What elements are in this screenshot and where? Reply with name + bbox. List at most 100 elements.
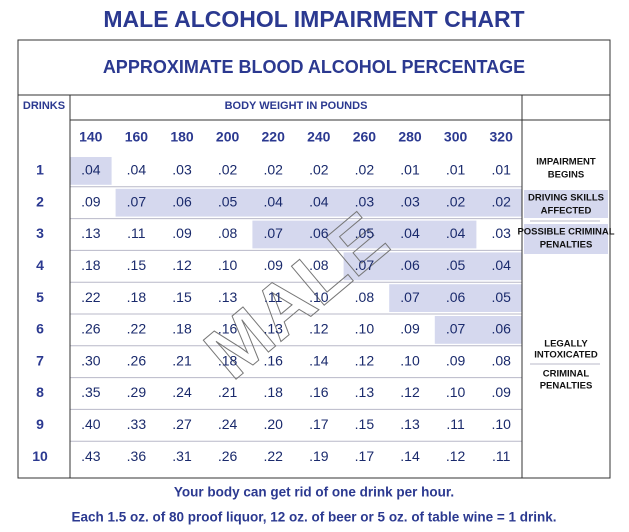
cell-value: .06	[446, 289, 466, 305]
cell-value: .16	[309, 384, 329, 400]
cell-value: .11	[446, 416, 465, 432]
legend-label: DRIVING SKILLS	[528, 193, 604, 204]
cell-value: .16	[218, 321, 238, 337]
cell-value: .03	[400, 193, 420, 209]
legend-label: CRIMINAL	[543, 369, 590, 380]
cell-value: .03	[491, 225, 511, 241]
drink-label: 1	[36, 162, 44, 178]
cell-value: .26	[218, 448, 238, 464]
cell-value: .06	[491, 321, 511, 337]
cell-value: .04	[400, 225, 420, 241]
cell-value: .15	[172, 289, 192, 305]
highlight	[115, 188, 522, 217]
weight-label: 320	[490, 129, 514, 145]
drink-label: 7	[36, 352, 44, 368]
cell-value: .29	[127, 384, 147, 400]
weight-label: 260	[353, 129, 377, 145]
cell-value: .10	[400, 352, 420, 368]
background-layer	[70, 157, 608, 442]
cell-value: .17	[309, 416, 329, 432]
drink-label: 8	[36, 384, 44, 400]
cell-value: .22	[81, 289, 101, 305]
weight-label: 220	[262, 129, 286, 145]
cell-value: .10	[446, 384, 466, 400]
cell-value: .02	[263, 162, 283, 178]
cell-value: .12	[400, 384, 420, 400]
cell-value: .08	[355, 289, 375, 305]
cell-value: .21	[218, 384, 238, 400]
cell-value: .05	[218, 193, 238, 209]
highlight	[389, 284, 522, 312]
cell-value: .18	[127, 289, 147, 305]
highlight	[252, 220, 477, 249]
cell-value: .11	[127, 225, 146, 241]
legend-highlight	[524, 224, 608, 254]
highlight	[434, 316, 522, 344]
drink-label: 2	[36, 193, 44, 209]
cell-value: .02	[309, 162, 329, 178]
cell-value: .05	[491, 289, 511, 305]
cell-value: .07	[400, 289, 420, 305]
cell-value: .09	[263, 257, 283, 273]
cell-value: .12	[355, 352, 375, 368]
cell-value: .13	[81, 225, 101, 241]
cell-value: .12	[309, 321, 329, 337]
cell-value: .22	[127, 321, 147, 337]
cell-value: .08	[218, 225, 238, 241]
weight-label: 240	[307, 129, 331, 145]
cell-value: .40	[81, 416, 101, 432]
cell-value: .06	[309, 225, 329, 241]
cell-value: .09	[81, 193, 101, 209]
drinks-header: DRINKS	[23, 100, 65, 112]
cell-value: .10	[218, 257, 238, 273]
table-frame	[17, 39, 611, 479]
cell-value: .16	[263, 352, 283, 368]
cell-value: .01	[491, 162, 511, 178]
legend-label: POSSIBLE CRIMINAL	[517, 227, 614, 238]
cell-value: .01	[446, 162, 466, 178]
legend-label: IMPAIRMENT	[536, 157, 596, 168]
cell-value: .02	[218, 162, 238, 178]
legend-label: PENALTIES	[540, 381, 593, 392]
cell-value: .14	[400, 448, 420, 464]
weight-label: 180	[170, 129, 194, 145]
cell-value: .13	[263, 321, 283, 337]
cell-value: .18	[263, 384, 283, 400]
cell-value: .09	[400, 321, 420, 337]
cell-value: .04	[81, 162, 101, 178]
cell-value: .33	[127, 416, 147, 432]
cell-value: .09	[491, 384, 511, 400]
legend-label: INTOXICATED	[534, 350, 598, 361]
cell-value: .03	[172, 162, 192, 178]
highlight	[70, 157, 112, 185]
cell-value: .04	[309, 193, 329, 209]
cell-value: .07	[263, 225, 283, 241]
footer-line: Each 1.5 oz. of 80 proof liquor, 12 oz. …	[72, 510, 557, 525]
cell-value: .09	[172, 225, 192, 241]
weight-label: 140	[79, 129, 103, 145]
cell-value: .07	[446, 321, 466, 337]
legend-highlight	[524, 190, 608, 218]
cell-value: .07	[355, 257, 375, 273]
weight-label: 160	[125, 129, 149, 145]
cell-value: .22	[263, 448, 283, 464]
cell-value: .24	[172, 384, 192, 400]
cell-value: .26	[127, 352, 147, 368]
cell-value: .18	[172, 321, 192, 337]
weight-header: BODY WEIGHT IN POUNDS	[225, 100, 368, 112]
drink-label: 10	[32, 448, 48, 464]
cell-value: .13	[218, 289, 238, 305]
cell-value: .35	[81, 384, 101, 400]
cell-value: .30	[81, 352, 101, 368]
cell-value: .12	[446, 448, 466, 464]
drink-label: 9	[36, 416, 44, 432]
title: MALE ALCOHOL IMPAIRMENT CHART	[103, 6, 524, 32]
cell-value: .10	[309, 289, 329, 305]
cell-value: .04	[491, 257, 511, 273]
cell-value: .17	[355, 448, 375, 464]
cell-value: .11	[492, 448, 511, 464]
cell-value: .11	[264, 289, 283, 305]
weight-label: 300	[444, 129, 468, 145]
cell-value: .36	[127, 448, 147, 464]
